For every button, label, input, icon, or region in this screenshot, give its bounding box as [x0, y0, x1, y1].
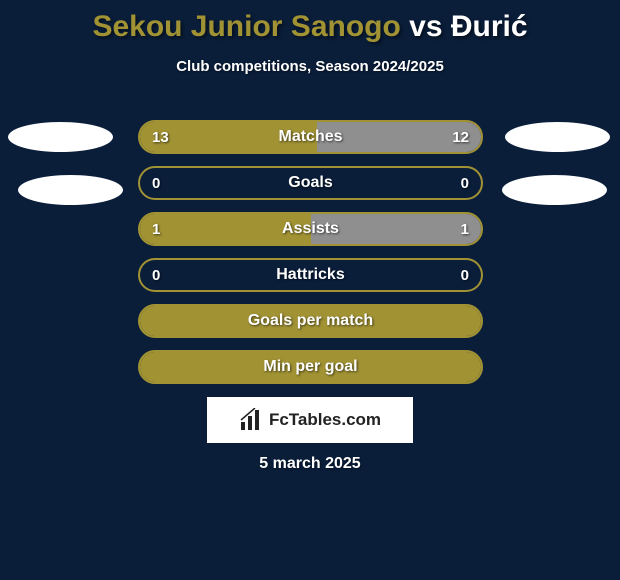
chart-icon — [239, 408, 263, 432]
player2-name: Đurić — [451, 10, 528, 43]
stat-bar: Min per goal — [138, 350, 483, 384]
stats-bars: 1312Matches 00Goals 11Assists 00Hattricks Go… — [138, 120, 483, 396]
stat-bar: 00Hattricks — [138, 258, 483, 292]
stat-label: Matches — [140, 122, 481, 152]
stat-bar: 00Goals — [138, 166, 483, 200]
stat-label: Goals — [140, 168, 481, 198]
comparison-title: Sekou Junior Sanogo vs Đurić — [0, 0, 620, 44]
stat-bar: 1312Matches — [138, 120, 483, 154]
player2-avatar-placeholder — [505, 122, 610, 152]
player1-team-placeholder — [18, 175, 123, 205]
vs-text: vs — [409, 10, 442, 43]
logo-text: FcTables.com — [269, 410, 381, 430]
stat-bar: Goals per match — [138, 304, 483, 338]
player1-avatar-placeholder — [8, 122, 113, 152]
subtitle: Club competitions, Season 2024/2025 — [0, 58, 620, 75]
fctables-logo: FcTables.com — [207, 397, 413, 443]
player1-name: Sekou Junior Sanogo — [92, 10, 400, 43]
date: 5 march 2025 — [0, 455, 620, 473]
stat-label: Assists — [140, 214, 481, 244]
player2-team-placeholder — [502, 175, 607, 205]
stat-label: Min per goal — [140, 352, 481, 382]
stat-label: Goals per match — [140, 306, 481, 336]
stat-bar: 11Assists — [138, 212, 483, 246]
stat-label: Hattricks — [140, 260, 481, 290]
